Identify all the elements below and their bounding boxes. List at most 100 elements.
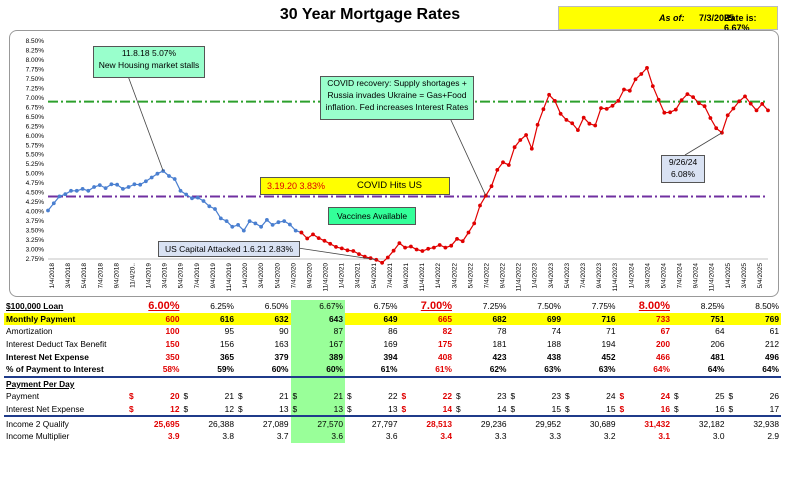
- dollar-cell: [727, 300, 739, 313]
- x-tick-label: 7/4/2021: [387, 263, 394, 289]
- value-cell: 3.7: [276, 431, 289, 442]
- dollar-cell: [509, 325, 521, 338]
- rate-point: [748, 101, 753, 106]
- row-label: Interest Net Expense: [6, 351, 89, 362]
- rate-point: [149, 175, 154, 180]
- value-cell: 32,182: [684, 415, 727, 430]
- dollar-cell: [400, 430, 412, 443]
- dollar-cell: [454, 363, 466, 377]
- value-cell: 30,689: [575, 415, 618, 430]
- rate-point: [339, 246, 344, 251]
- dollar-cell: $: [290, 402, 303, 417]
- value-cell: 60%: [302, 362, 345, 377]
- dollar-cell: [727, 430, 739, 443]
- dollar-cell: [618, 338, 630, 351]
- rate-point: [97, 183, 102, 188]
- value-cell: 481: [710, 351, 725, 362]
- x-tick-label: 1/4/2023: [532, 263, 539, 289]
- dollar-cell: [454, 430, 466, 443]
- as-of-label: As of:: [659, 13, 685, 23]
- value-cell: 389: [302, 350, 345, 363]
- dollar-cell: [508, 375, 521, 391]
- value-cell: 200: [656, 339, 670, 350]
- rate-point: [334, 245, 338, 249]
- value-cell: 3.9: [167, 431, 180, 442]
- dollar-cell: [727, 325, 739, 338]
- page-title: 30 Year Mortgage Rates: [279, 6, 461, 23]
- value-cell: 699: [520, 312, 563, 326]
- value-cell: 62%: [489, 364, 507, 375]
- dollar-cell: $: [183, 404, 189, 415]
- value-cell: 31,432: [629, 415, 672, 430]
- dollar-cell: [727, 338, 739, 351]
- dollar-cell: [726, 415, 739, 430]
- x-tick-label: 9/4/2018: [113, 263, 120, 289]
- rate-point: [132, 182, 137, 187]
- x-tick-label: 9/4/2022: [500, 263, 507, 289]
- rate-point: [731, 106, 736, 111]
- value-cell: 769: [738, 312, 781, 326]
- annotation-low-2024: 9/26/24 6.08%: [661, 155, 705, 183]
- rate-point: [322, 238, 327, 243]
- rate-point: [276, 220, 281, 225]
- annotation-line: Vaccines Available: [336, 211, 408, 221]
- rate-point: [385, 255, 390, 260]
- y-tick-label: 7.50%: [26, 76, 45, 83]
- value-cell: 100: [165, 326, 180, 337]
- value-cell: [520, 375, 563, 391]
- table-row: Payment $20 $21 $21 $21 $22 $22 $23 $23 $24 $24 $25…: [4, 390, 781, 403]
- rate-series-line: [300, 66, 769, 264]
- value-cell: 3.6: [302, 429, 345, 443]
- dollar-cell: [236, 350, 248, 363]
- annotation-line: New Housing market stalls: [98, 60, 200, 70]
- dollar-cell: [345, 375, 357, 391]
- x-tick-label: 1/4/2024: [628, 263, 635, 289]
- value-cell: 74: [551, 326, 561, 337]
- dollar-cell: [290, 337, 303, 351]
- value-cell: 15: [606, 404, 616, 415]
- x-tick-label: 5/4/2024: [660, 263, 667, 289]
- table-row: Monthly Payment 600 616 632 643 649 665 682 699 7…: [4, 312, 781, 326]
- y-tick-label: 3.25%: [26, 237, 45, 244]
- rate-point: [57, 194, 62, 199]
- dollar-cell: [127, 375, 139, 391]
- rate-point: [581, 115, 586, 120]
- rate-point: [155, 171, 160, 176]
- annotation-covid-recovery: COVID recovery: Supply shortages + Russi…: [320, 76, 474, 120]
- dollar-cell: [618, 350, 630, 363]
- dollar-cell: [181, 312, 194, 326]
- value-cell: 61%: [380, 364, 398, 375]
- dollar-cell: [399, 375, 412, 391]
- dollar-cell: $: [183, 391, 189, 402]
- rate-point: [535, 122, 540, 127]
- rate-point: [420, 249, 425, 253]
- dollar-cell: [236, 300, 248, 313]
- value-cell: 212: [765, 339, 779, 350]
- value-cell: [575, 375, 618, 391]
- callout-pointer: [297, 247, 377, 261]
- table-header-label: $100,000 Loan: [6, 301, 64, 312]
- rate-point: [184, 192, 189, 197]
- x-tick-label: 9/4/2024: [693, 263, 700, 289]
- table-row: Interest Net Expense 350 365 379 389 394 408 42…: [4, 350, 781, 363]
- value-cell: 78: [497, 326, 507, 337]
- rate-point: [518, 138, 523, 142]
- dollar-cell: [290, 312, 303, 326]
- dollar-cell: $: [510, 391, 516, 402]
- rate-point: [144, 179, 148, 184]
- rate-point: [109, 182, 114, 187]
- rate-header: 7.75%: [591, 301, 616, 312]
- value-cell: 27,089: [248, 415, 291, 430]
- row-label: Interest Deduct Tax Benefit: [6, 339, 107, 350]
- dollar-cell: [127, 312, 139, 326]
- rate-header: 7.25%: [482, 301, 507, 312]
- rate-point: [311, 232, 315, 237]
- rate-point: [501, 160, 505, 165]
- x-tick-label: 11/4/2023: [612, 263, 619, 292]
- rate-point: [121, 187, 125, 191]
- dollar-cell: $: [347, 404, 352, 415]
- callout-pointer: [684, 132, 723, 156]
- dollar-cell: [400, 350, 412, 363]
- table-header-row: $100,000 Loan 6.00% 6.25% 6.50% 6.67% 6.75% 7.…: [4, 300, 781, 313]
- rate-point: [190, 196, 194, 201]
